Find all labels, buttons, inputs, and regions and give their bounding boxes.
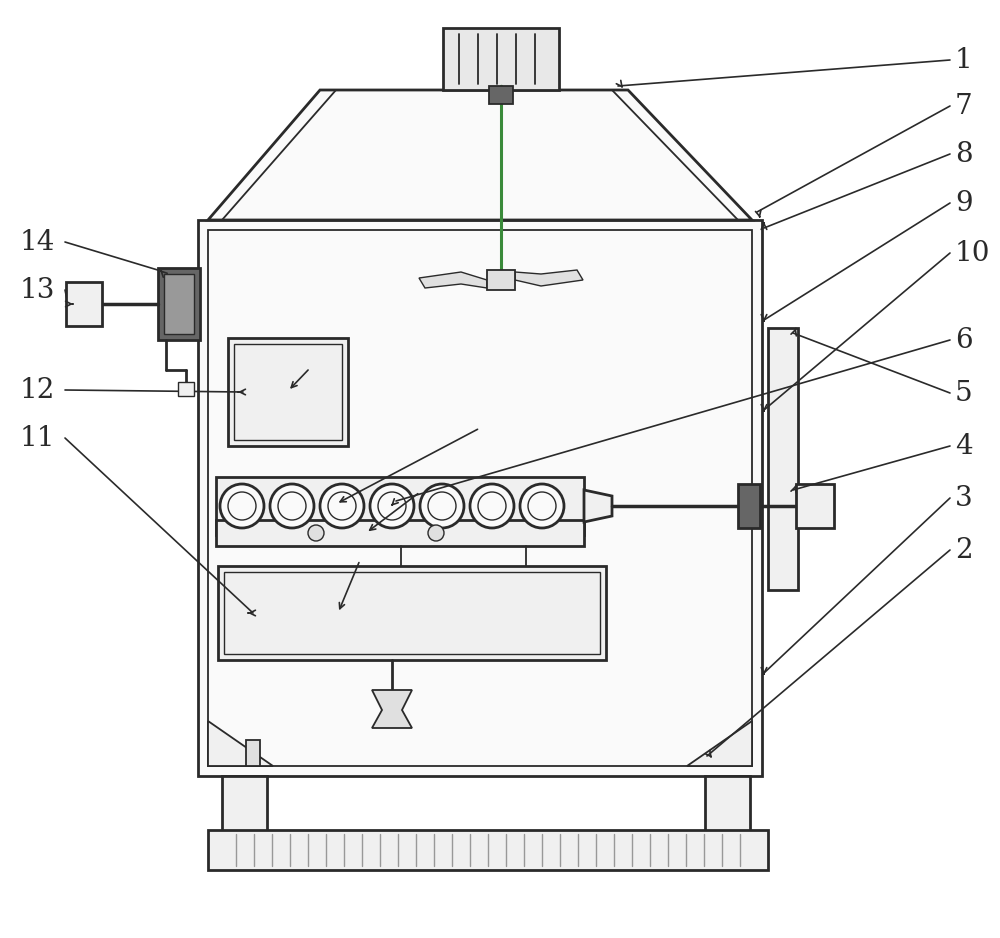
Bar (738, 484, 760, 528)
Circle shape (320, 484, 364, 528)
Bar (66, 282, 102, 326)
Text: 7: 7 (955, 93, 973, 119)
Bar (768, 328, 798, 590)
Circle shape (428, 525, 444, 541)
Text: 1: 1 (955, 47, 973, 73)
Polygon shape (208, 721, 273, 766)
Polygon shape (687, 721, 752, 766)
Circle shape (220, 484, 264, 528)
Bar (216, 520, 584, 546)
Bar (489, 86, 513, 104)
Polygon shape (515, 270, 583, 286)
Text: 14: 14 (20, 229, 55, 255)
Circle shape (420, 484, 464, 528)
Bar (198, 220, 762, 776)
Bar (796, 484, 834, 528)
Circle shape (370, 484, 414, 528)
Bar (228, 338, 348, 446)
Bar (208, 830, 768, 870)
Polygon shape (372, 690, 412, 728)
Text: 3: 3 (955, 485, 973, 511)
Bar (246, 740, 260, 766)
Bar (443, 28, 559, 90)
Text: 8: 8 (955, 141, 973, 168)
Text: 6: 6 (955, 326, 973, 354)
Bar (487, 270, 515, 290)
Bar (216, 477, 584, 535)
Bar (158, 268, 200, 340)
Bar (705, 776, 750, 864)
Text: 12: 12 (20, 376, 55, 403)
Bar (218, 566, 606, 660)
Polygon shape (208, 90, 752, 220)
Circle shape (470, 484, 514, 528)
Text: 5: 5 (955, 380, 973, 406)
Text: 2: 2 (955, 537, 973, 564)
Text: 10: 10 (955, 239, 990, 266)
Bar (208, 230, 752, 766)
Circle shape (308, 525, 324, 541)
Bar (164, 274, 194, 334)
Bar (234, 344, 342, 440)
Text: 4: 4 (955, 432, 973, 460)
Text: 9: 9 (955, 189, 973, 217)
Bar (222, 776, 267, 864)
Polygon shape (584, 490, 612, 522)
Text: 11: 11 (20, 425, 56, 451)
Polygon shape (419, 272, 487, 288)
Bar (178, 382, 194, 396)
Circle shape (270, 484, 314, 528)
Bar (224, 572, 600, 654)
Circle shape (520, 484, 564, 528)
Text: 13: 13 (20, 277, 55, 304)
